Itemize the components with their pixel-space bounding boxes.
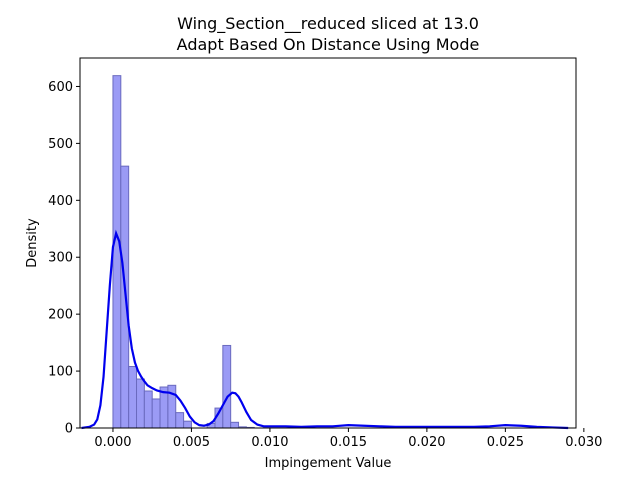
histogram-bar <box>230 421 240 429</box>
y-tick-label: 400 <box>48 194 73 209</box>
histogram-bar <box>183 420 192 429</box>
histogram-bars <box>112 75 255 429</box>
y-tick-label: 0 <box>65 422 73 437</box>
chart-title-line-2: Adapt Based On Distance Using Mode <box>177 35 480 54</box>
histogram-bar <box>143 390 153 429</box>
y-axis-ticks: 0 100 200 300 400 500 600 <box>48 80 80 437</box>
chart-title-line-1: Wing_Section__reduced sliced at 13.0 <box>177 14 479 34</box>
histogram-bar <box>128 366 138 429</box>
y-tick-label: 200 <box>48 308 73 323</box>
histogram-bar <box>112 75 122 429</box>
y-axis-label: Density <box>25 218 40 268</box>
histogram-bar <box>222 344 232 429</box>
kde-curve <box>81 229 569 430</box>
y-tick-label: 600 <box>48 80 73 95</box>
y-tick-label: 500 <box>48 137 73 152</box>
histogram-bar <box>175 412 185 429</box>
x-tick-label: 0.020 <box>408 435 445 450</box>
plot-frame <box>79 57 577 429</box>
x-tick-label: 0.015 <box>330 435 367 450</box>
x-tick-label: 0.010 <box>251 435 288 450</box>
y-tick-label: 300 <box>48 251 73 266</box>
x-tick-label: 0.000 <box>94 435 131 450</box>
y-tick-label: 100 <box>48 365 73 380</box>
x-axis-ticks: 0.000 0.005 0.010 0.015 0.020 0.025 0.030 <box>94 428 602 450</box>
x-tick-label: 0.005 <box>173 435 210 450</box>
histogram-bar <box>136 378 145 429</box>
x-tick-label: 0.025 <box>487 435 524 450</box>
histogram-bar <box>151 398 161 429</box>
x-tick-label: 0.030 <box>565 435 602 450</box>
x-axis-label: Impingement Value <box>265 456 392 471</box>
